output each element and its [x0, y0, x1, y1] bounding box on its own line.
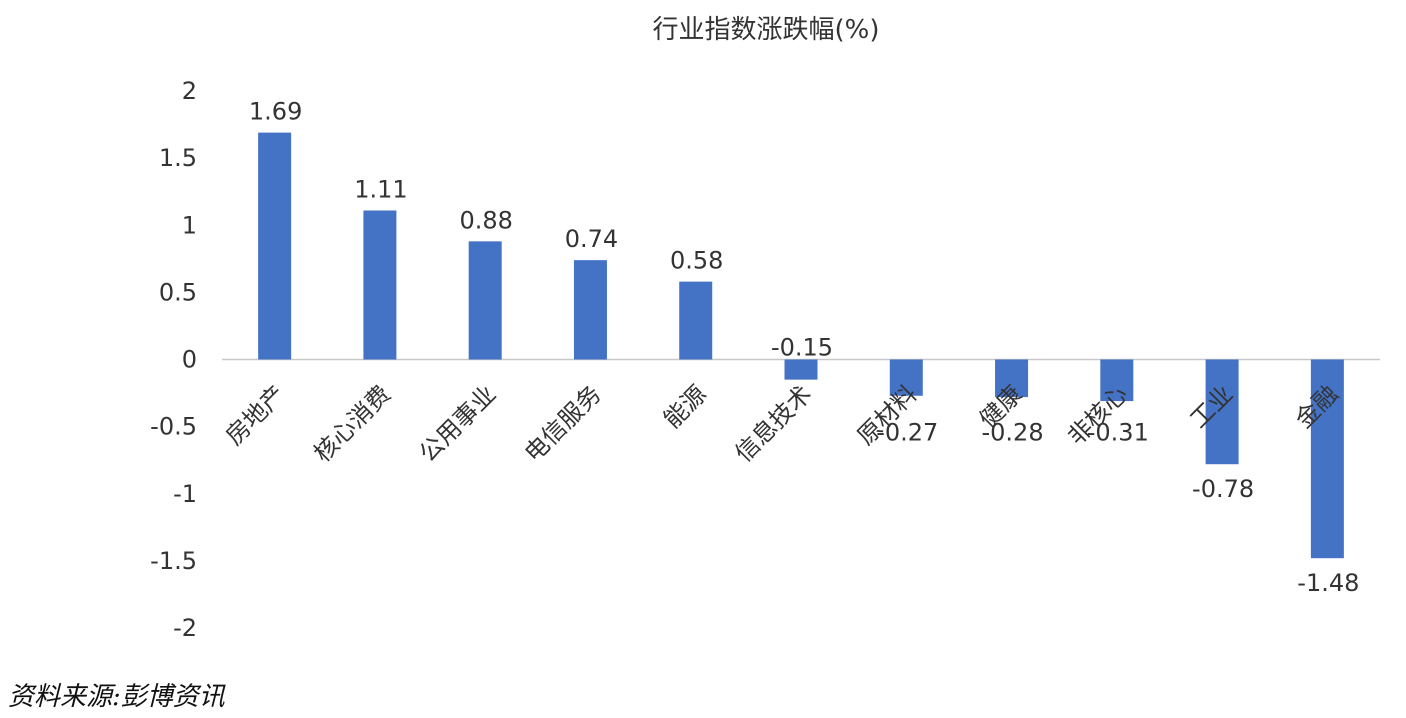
source-note: 资料来源:彭博资讯: [8, 682, 225, 712]
data-label: 0.58: [670, 247, 723, 275]
category-label: 能源: [658, 380, 712, 434]
data-labels: 1.69 1.11 0.88 0.74 0.58 -0.15 -0.27 -0.28 -0.31…: [249, 98, 1360, 598]
category-label: 公用事业: [414, 380, 502, 468]
y-tick-label: -1: [173, 480, 197, 508]
data-label: -0.31: [1087, 419, 1149, 447]
data-label: -0.78: [1192, 475, 1254, 503]
data-label: -0.27: [876, 419, 938, 447]
bar-series: [258, 132, 1344, 559]
y-tick-label: 2: [182, 77, 197, 105]
bar: [573, 260, 607, 360]
x-axis-categories: 房地产 核心消费 公用事业 电信服务 能源 信息技术 原材料 健康 非核心 工业 金融: [220, 380, 1343, 468]
bar: [258, 132, 292, 360]
data-label: 0.74: [565, 225, 618, 253]
y-tick-label: 1: [182, 211, 197, 239]
y-tick-label: 0: [182, 346, 197, 374]
y-axis: 2 1.5 1 0.5 0 -0.5 -1 -1.5 -2: [150, 77, 197, 642]
bar: [1100, 359, 1134, 402]
bar: [784, 359, 818, 380]
bar: [468, 241, 502, 360]
data-label: 1.69: [249, 98, 302, 126]
bar: [679, 281, 713, 360]
y-tick-label: -1.5: [150, 547, 197, 575]
category-label: 信息技术: [730, 380, 818, 468]
y-tick-label: -2: [173, 614, 197, 642]
data-label: -1.48: [1297, 569, 1359, 597]
y-tick-label: 0.5: [159, 278, 197, 306]
bar: [1310, 359, 1344, 559]
data-label: 0.88: [459, 206, 512, 234]
bar: [363, 210, 397, 360]
category-label: 房地产: [220, 380, 291, 451]
data-label: -0.28: [981, 419, 1043, 447]
category-label: 电信服务: [519, 380, 607, 468]
category-label: 核心消费: [308, 380, 396, 468]
bar: [995, 359, 1029, 398]
y-tick-label: -0.5: [150, 413, 197, 441]
data-label: 1.11: [354, 175, 407, 203]
bar: [1205, 359, 1239, 465]
y-tick-label: 1.5: [159, 144, 197, 172]
chart-title: 行业指数涨跌幅(%): [653, 15, 880, 45]
bar: [889, 359, 923, 396]
data-label: -0.15: [771, 334, 833, 362]
